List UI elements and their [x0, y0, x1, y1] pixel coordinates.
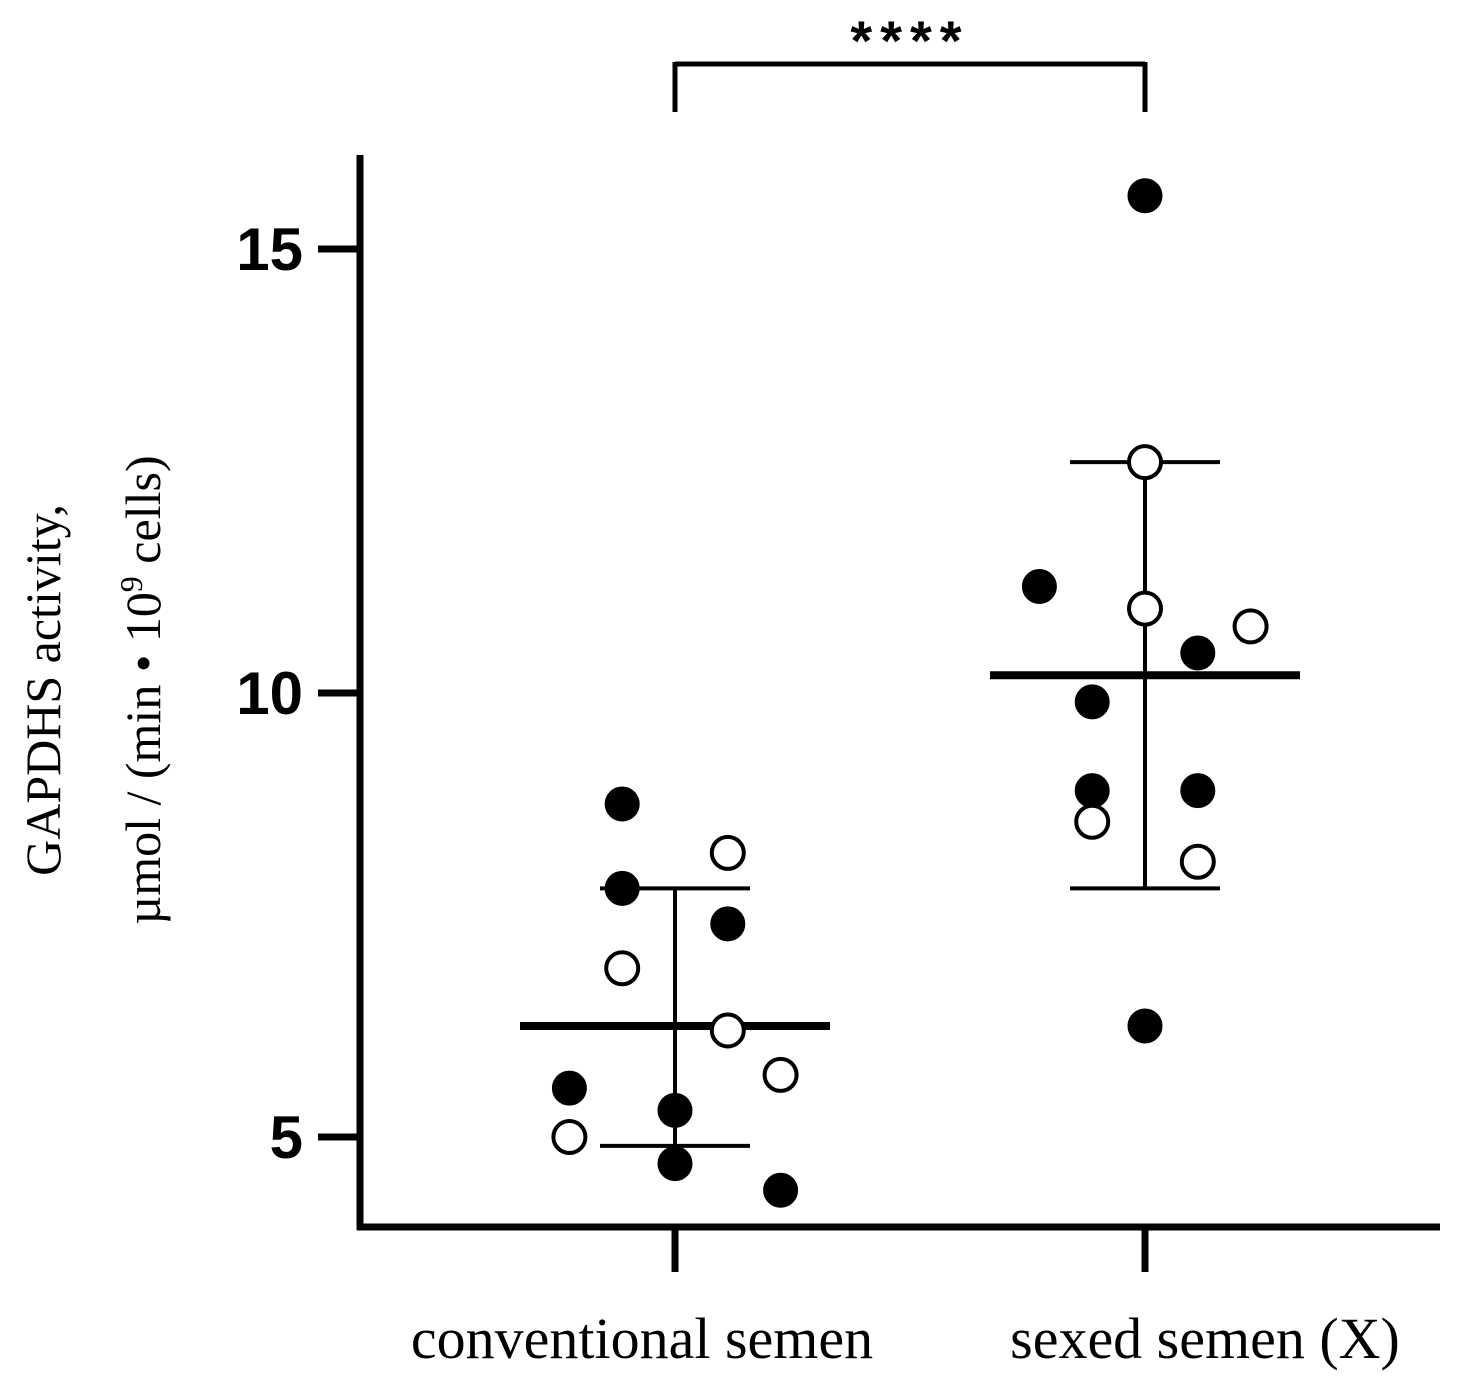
- y-axis-title-suffix: cells): [115, 455, 171, 576]
- data-point-group-2-11: [1179, 843, 1216, 880]
- data-point-group-1-11: [657, 1146, 693, 1182]
- y-tick-label-10: 10: [236, 660, 303, 727]
- y-axis-title-line2: µmol / (min • 109 cells): [113, 455, 171, 924]
- data-point-group-1-3: [604, 870, 640, 906]
- data-point-group-2-4: [1127, 590, 1163, 627]
- data-point-group-2-5: [1232, 608, 1269, 645]
- data-point-group-1-10: [551, 1119, 588, 1155]
- data-point-group-1-8: [551, 1070, 587, 1106]
- data-point-group-2-6: [1180, 635, 1216, 671]
- data-point-group-1-7: [762, 1056, 799, 1093]
- data-point-group-2-9: [1180, 773, 1216, 809]
- data-point-group-2-2: [1127, 444, 1163, 481]
- data-point-group-1-5: [604, 950, 641, 987]
- y-axis-title-prefix: µmol / (min • 10: [115, 592, 171, 924]
- y-axis-title-line1: GAPDHS activity,: [15, 504, 71, 876]
- data-point-group-2-8: [1074, 773, 1110, 809]
- x-tick-label-2: sexed semen (X): [1010, 1306, 1400, 1371]
- data-point-group-1-6: [709, 1012, 746, 1049]
- data-point-group-1-1: [604, 786, 640, 822]
- data-point-group-2-12: [1127, 1008, 1163, 1044]
- x-tick-label-1: conventional semen: [411, 1306, 873, 1371]
- y-axis-title-superscript: 9: [113, 576, 149, 592]
- y-tick-label-15: 15: [236, 216, 303, 283]
- data-point-group-1-12: [763, 1172, 799, 1208]
- data-point-group-1-2: [709, 834, 746, 871]
- significance-bracket: ****: [672, 9, 1148, 112]
- significance-stars: ****: [850, 9, 969, 72]
- data-point-group-1-4: [710, 906, 746, 942]
- y-tick-label-5: 5: [270, 1104, 303, 1171]
- data-point-group-1-9: [657, 1092, 693, 1128]
- data-point-group-2-7: [1074, 684, 1110, 720]
- data-point-group-2-10: [1074, 803, 1111, 840]
- data-point-group-2-1: [1127, 178, 1163, 214]
- data-point-group-2-3: [1021, 568, 1057, 604]
